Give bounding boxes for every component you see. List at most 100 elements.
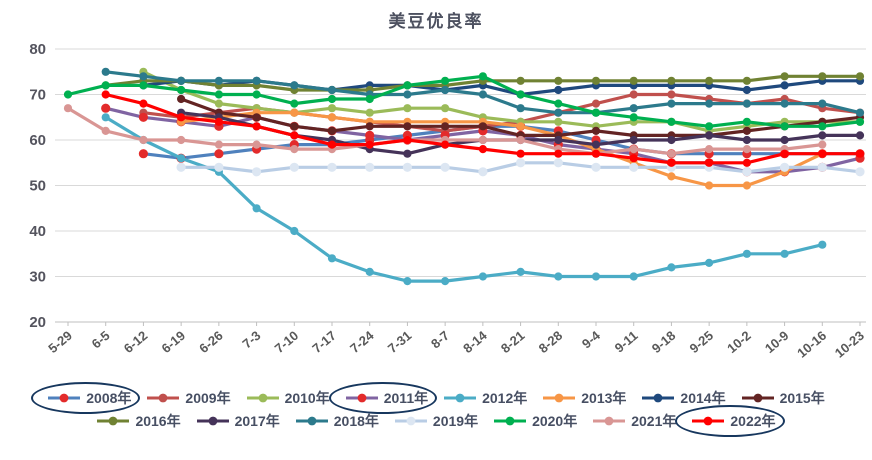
data-point (742, 181, 752, 190)
data-point (440, 162, 450, 172)
data-point (327, 94, 337, 104)
line-chart: 20 30 40 50 60 70 80 5-29 6-5 6-12 6-19 6-26 7-3 7-10… (29, 41, 867, 361)
data-point (214, 117, 223, 126)
x-tick-label: 8-21 (498, 328, 528, 356)
data-point (591, 126, 601, 135)
y-tick-label: 30 (29, 269, 46, 286)
data-point (554, 76, 563, 85)
legend-label: 2021年 (631, 413, 677, 429)
data-point (101, 126, 110, 135)
x-tick-label: 7-31 (385, 328, 415, 356)
data-point (327, 126, 337, 135)
data-point (855, 117, 865, 126)
data-point (101, 113, 110, 122)
data-point (63, 90, 73, 99)
legend-marker-2013 (543, 393, 576, 403)
data-point (780, 72, 789, 81)
x-tick-label: 6-26 (196, 328, 226, 356)
data-point (139, 72, 148, 81)
data-point (441, 277, 450, 286)
data-point (214, 149, 224, 159)
data-point (742, 126, 752, 135)
data-point (667, 135, 676, 145)
data-point (780, 162, 790, 172)
x-tick-label: 9-18 (649, 328, 679, 356)
legend-item-2021: 2021年 (592, 411, 676, 431)
y-tick-label: 60 (29, 132, 46, 149)
data-point (817, 162, 827, 172)
data-point (290, 122, 299, 131)
legend-label: 2017年 (234, 413, 280, 429)
data-point (629, 145, 638, 154)
y-tick-label: 20 (29, 314, 46, 331)
data-point (290, 108, 299, 117)
data-point (252, 122, 261, 131)
data-point (780, 135, 789, 145)
data-point (441, 85, 450, 95)
data-point (327, 140, 337, 149)
legend-label: 2019年 (432, 413, 479, 429)
legend-label: 2016年 (135, 413, 181, 429)
x-axis-labels: 5-29 6-5 6-12 6-19 6-26 7-3 7-10 7-17 7-24 7-31 8-… (45, 322, 867, 361)
data-point (63, 104, 73, 113)
data-point (742, 158, 752, 167)
data-point (214, 140, 223, 149)
x-tick-label: 6-5 (89, 328, 113, 352)
data-point (629, 272, 638, 281)
data-point (818, 149, 827, 158)
data-point (101, 81, 110, 90)
data-point (478, 272, 487, 281)
data-point (252, 204, 261, 213)
data-point (780, 99, 789, 108)
legend-marker-2015 (741, 393, 774, 403)
data-point (667, 172, 676, 181)
series-line-2013年 (179, 111, 824, 188)
data-point (365, 130, 375, 140)
data-point (327, 85, 337, 95)
data-point (554, 99, 563, 108)
legend-marker-2021 (593, 416, 626, 426)
x-tick-label: 5-29 (45, 328, 75, 356)
legend-label: 2022年 (730, 413, 776, 429)
data-point (327, 162, 337, 172)
data-point (403, 104, 412, 113)
series-2019年 (176, 158, 865, 177)
data-point (402, 162, 412, 172)
data-point (742, 117, 752, 126)
data-point (177, 94, 186, 104)
data-point (516, 122, 525, 131)
x-tick-label: 10-23 (832, 328, 867, 361)
data-point (667, 149, 676, 158)
data-point (177, 113, 186, 122)
data-point (177, 154, 186, 163)
data-point (101, 67, 110, 76)
legend-marker-2011 (345, 393, 378, 403)
series-line-2014年 (141, 79, 862, 97)
data-point (139, 99, 148, 108)
data-point (818, 140, 827, 149)
data-point (441, 122, 450, 131)
legend-marker-2009 (147, 393, 180, 403)
legend-item-2016: 2016年 (96, 411, 181, 431)
legend-label: 2013年 (581, 390, 627, 406)
data-point (780, 149, 789, 158)
chart-title: 美豆优良率 (388, 12, 484, 31)
legend-label: 2012年 (482, 390, 528, 406)
data-point (365, 162, 375, 172)
data-point (780, 122, 789, 131)
legend-label: 2010年 (284, 390, 330, 406)
legend: 2008年 2009年 2010年 2011年 2012年 2013年 2014年 2015年… (0, 382, 872, 437)
data-point (441, 104, 450, 113)
data-point (629, 113, 638, 122)
data-point (667, 90, 676, 99)
legend-marker-2018 (295, 416, 328, 426)
data-point (327, 113, 337, 122)
data-point (591, 99, 601, 108)
data-point (629, 154, 638, 163)
x-tick-label: 10-16 (794, 328, 829, 361)
data-point (327, 254, 337, 263)
data-point (629, 135, 638, 145)
data-point (365, 108, 374, 117)
data-point (591, 76, 601, 85)
